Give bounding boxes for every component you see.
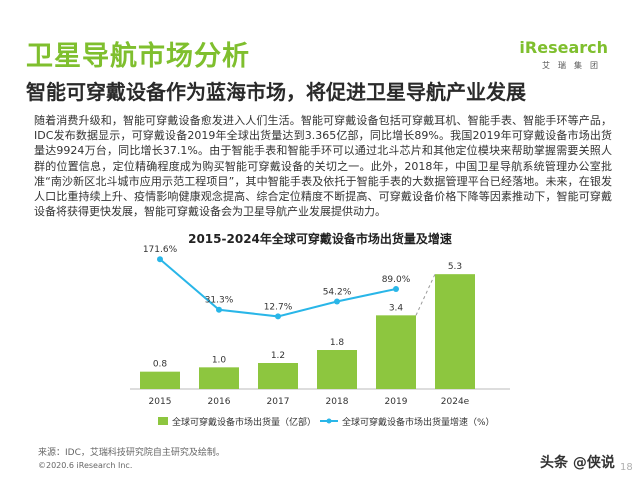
growth-value-label: 12.7%	[264, 302, 293, 312]
x-tick-labels: 2015 2016 2017 2018 2019 2024e	[149, 397, 470, 407]
logo-cn-text: 艾瑞集团	[542, 61, 606, 70]
shipment-chart: 2015-2024年全球可穿戴设备市场出货量及增速 0.8 1.0 1.2 1.8 3.…	[130, 231, 510, 428]
bar	[376, 315, 416, 389]
bar-value-label: 0.8	[153, 360, 168, 370]
page-title: 卫星导航市场分析	[26, 41, 250, 72]
growth-line-series: 171.6% 31.3% 12.7% 54.2% 89.0%	[143, 245, 411, 320]
bar	[258, 363, 298, 389]
trend-connector	[415, 273, 436, 316]
x-tick-label: 2017	[267, 397, 290, 407]
growth-value-label: 171.6%	[143, 245, 178, 255]
iresearch-logo: iResearch 艾瑞集团	[519, 38, 608, 78]
growth-point	[216, 306, 222, 313]
source-note: 来源：IDC，艾瑞科技研究院自主研究及绘制。	[38, 448, 225, 458]
bar-value-label: 1.2	[271, 351, 285, 361]
chart-title: 2015-2024年全球可穿戴设备市场出货量及增速	[188, 231, 452, 246]
chart-legend: 全球可穿戴设备市场出货量（亿部） 全球可穿戴设备市场出货量增速（%）	[158, 416, 495, 428]
legend-line-label: 全球可穿戴设备市场出货量增速（%）	[342, 416, 495, 428]
page-number: 18	[620, 462, 633, 473]
growth-value-label: 31.3%	[205, 296, 234, 306]
legend-bar-label: 全球可穿戴设备市场出货量（亿部）	[172, 416, 316, 428]
bar-series: 0.8 1.0 1.2 1.8 3.4 5.3	[140, 262, 475, 389]
bar	[317, 350, 357, 389]
growth-point	[275, 313, 281, 320]
legend-line-marker	[326, 418, 332, 424]
bar-value-label: 1.0	[212, 355, 227, 365]
x-tick-label: 2016	[208, 397, 231, 407]
watermark-text: 头条 @侠说	[540, 455, 615, 471]
legend-bar-swatch	[158, 417, 168, 425]
growth-value-label: 54.2%	[323, 287, 352, 297]
bar-value-label: 1.8	[330, 338, 345, 348]
x-tick-label: 2018	[326, 397, 349, 407]
growth-value-label: 89.0%	[382, 275, 411, 285]
bar	[140, 371, 180, 389]
copyright-text: ©2020.6 iResearch Inc.	[38, 461, 133, 470]
growth-point	[157, 256, 163, 263]
x-tick-label: 2015	[149, 397, 172, 407]
bar-value-label: 5.3	[448, 262, 462, 272]
page-subtitle: 智能可穿戴设备作为蓝海市场，将促进卫星导航产业发展	[26, 80, 526, 104]
logo-text: iResearch	[519, 38, 608, 57]
x-tick-label: 2024e	[441, 397, 470, 407]
bar	[199, 367, 239, 389]
bar-value-label: 3.4	[389, 303, 404, 313]
growth-point	[334, 298, 340, 305]
body-paragraph: 随着消费升级和，智能可穿戴设备愈发进入人们生活。智能可穿戴设备包括可穿戴耳机、智…	[34, 114, 612, 219]
growth-point	[393, 285, 399, 292]
bar	[435, 274, 475, 389]
x-tick-label: 2019	[385, 397, 408, 407]
